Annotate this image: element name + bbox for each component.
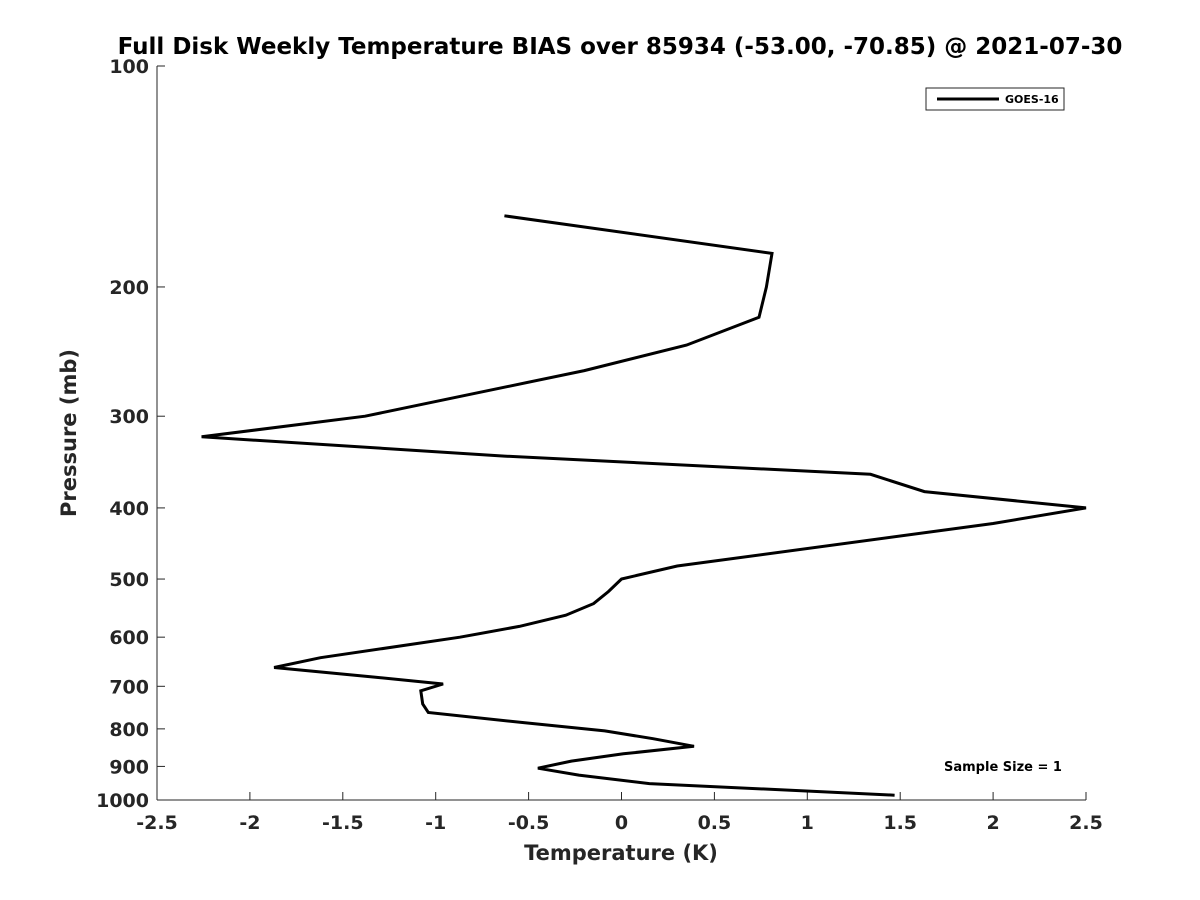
x-tick-label: -1 [425,812,446,834]
x-tick-label: -1.5 [322,812,364,834]
x-tick-label: -2 [239,812,260,834]
y-tick-label: 700 [109,676,149,698]
y-axis-ticks: 100 200 300 400 500 600 700 800 900 1000 [96,56,165,812]
x-axis-ticks: -2.5 -2 -1.5 -1 -0.5 0 0.5 1 1.5 2 2.5 [136,792,1103,834]
chart-title: Full Disk Weekly Temperature BIAS over 8… [118,34,1123,60]
x-tick-label: -0.5 [508,812,550,834]
y-tick-label: 800 [109,719,149,741]
x-tick-label: 1 [801,812,814,834]
sample-size-annotation: Sample Size = 1 [944,760,1062,775]
y-tick-label: 500 [109,569,149,591]
x-axis-label: Temperature (K) [524,841,718,865]
y-tick-label: 100 [109,56,149,78]
x-tick-label: 0 [615,812,628,834]
y-tick-label: 400 [109,498,149,520]
x-tick-label: 1.5 [883,812,917,834]
y-axis-label: Pressure (mb) [57,349,81,517]
series-line-goes-16 [201,214,1087,797]
x-tick-label: 0.5 [698,812,732,834]
y-tick-label: 1000 [96,790,149,812]
x-tick-label: -2.5 [136,812,178,834]
x-tick-label: 2.5 [1069,812,1103,834]
legend: GOES-16 [925,87,1065,111]
series-layer [201,214,1087,797]
y-tick-label: 300 [109,406,149,428]
legend-label-goes-16: GOES-16 [1005,93,1059,106]
y-tick-label: 200 [109,277,149,299]
x-tick-label: 2 [986,812,999,834]
y-tick-label: 900 [109,756,149,778]
y-tick-label: 600 [109,627,149,649]
